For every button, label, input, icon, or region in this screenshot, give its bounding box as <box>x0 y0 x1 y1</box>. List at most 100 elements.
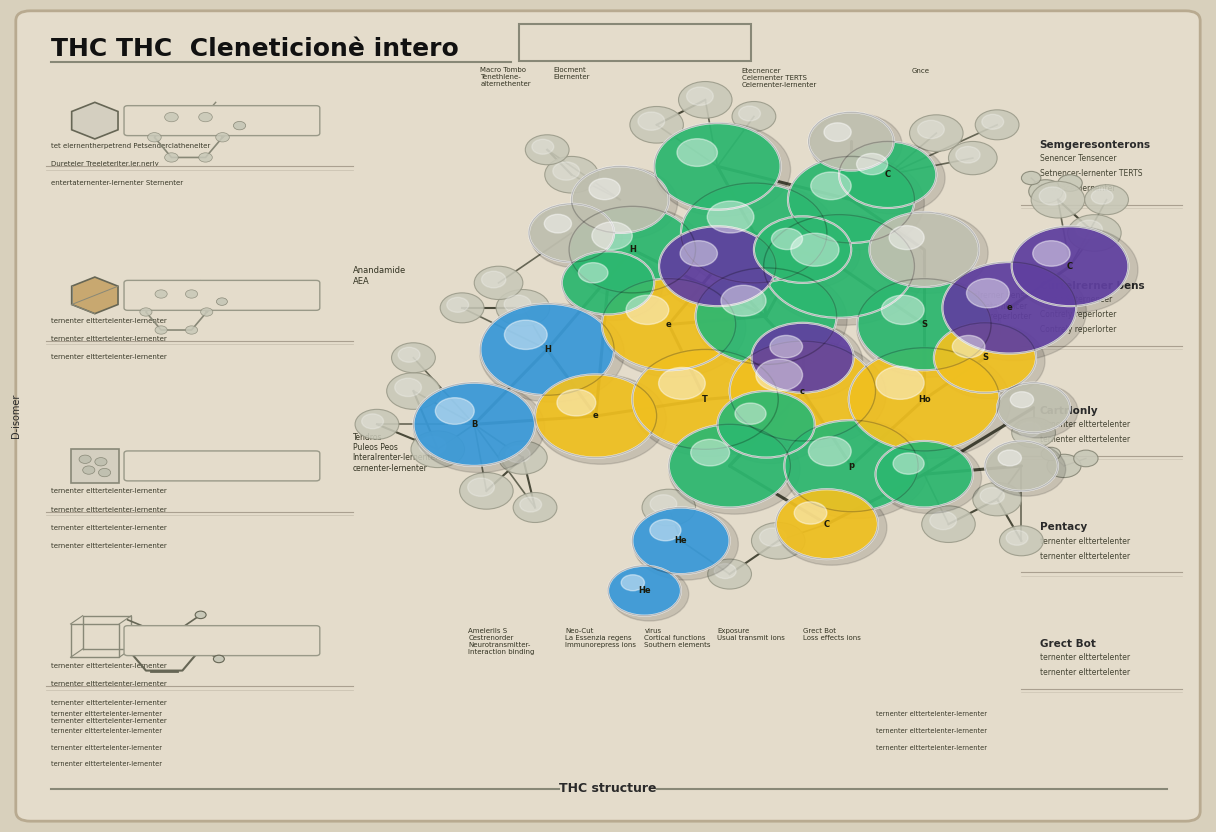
Circle shape <box>602 279 736 370</box>
Text: ternenter elttertelenter-lernenter: ternenter elttertelenter-lernenter <box>51 663 167 669</box>
Text: S: S <box>983 354 987 362</box>
Text: Exposure
Usual transmit ions: Exposure Usual transmit ions <box>717 628 786 641</box>
Circle shape <box>889 225 924 250</box>
Circle shape <box>196 612 207 619</box>
Circle shape <box>468 478 495 497</box>
Circle shape <box>784 420 918 512</box>
Text: Grect Bot
Loss effects ions: Grect Bot Loss effects ions <box>803 628 861 641</box>
Circle shape <box>677 139 717 166</box>
Circle shape <box>794 502 827 524</box>
Circle shape <box>755 217 860 289</box>
Circle shape <box>392 343 435 373</box>
Circle shape <box>694 267 848 372</box>
Circle shape <box>154 290 168 298</box>
Circle shape <box>513 493 557 522</box>
Text: e: e <box>593 412 598 420</box>
Text: Dureteler Treeleterlter.ler.nerly: Dureteler Treeleterlter.ler.nerly <box>51 161 159 167</box>
Circle shape <box>728 340 886 448</box>
Circle shape <box>717 391 815 458</box>
Circle shape <box>754 216 851 283</box>
Circle shape <box>1021 171 1041 185</box>
Circle shape <box>154 326 167 334</box>
Circle shape <box>696 268 837 364</box>
Text: ternenter elttertelenter: ternenter elttertelenter <box>1040 552 1130 561</box>
Circle shape <box>634 508 738 580</box>
Circle shape <box>942 262 1076 354</box>
Circle shape <box>1085 185 1128 215</box>
Circle shape <box>751 522 805 559</box>
Circle shape <box>948 141 997 175</box>
Text: Contrely reperlorter: Contrely reperlorter <box>1040 325 1116 334</box>
Circle shape <box>967 279 1009 308</box>
Circle shape <box>216 298 227 305</box>
Circle shape <box>840 142 945 214</box>
Circle shape <box>525 135 569 165</box>
Circle shape <box>557 389 596 416</box>
Text: Elocment
Elernenter: Elocment Elernenter <box>553 67 590 80</box>
Text: ternenter elttertelenter-lernenter: ternenter elttertelenter-lernenter <box>51 507 167 513</box>
Text: Curtelrerner bens: Curtelrerner bens <box>1040 281 1144 291</box>
Circle shape <box>751 323 854 393</box>
Circle shape <box>579 263 608 283</box>
Circle shape <box>496 290 550 326</box>
Circle shape <box>506 446 530 463</box>
Circle shape <box>1040 187 1066 206</box>
Circle shape <box>732 102 776 131</box>
Circle shape <box>876 366 924 399</box>
Circle shape <box>669 424 790 508</box>
Circle shape <box>435 398 474 424</box>
Circle shape <box>1076 220 1103 239</box>
Text: ternenter elttertelenter-lernenter: ternenter elttertelenter-lernenter <box>51 336 167 342</box>
Circle shape <box>649 519 681 541</box>
Circle shape <box>973 483 1021 516</box>
Circle shape <box>981 114 1003 129</box>
Text: e: e <box>666 320 671 329</box>
Circle shape <box>776 489 878 559</box>
Text: Curnelrerner bens
Levelt Seternencer
Contrely reperlorter: Curnelrerner bens Levelt Seternencer Con… <box>955 291 1031 321</box>
Circle shape <box>669 424 800 514</box>
Circle shape <box>680 182 838 290</box>
Circle shape <box>952 335 985 358</box>
Text: Cerd Cordonalrots: Cerd Cordonalrots <box>178 461 266 471</box>
Circle shape <box>777 490 886 565</box>
Circle shape <box>215 132 230 142</box>
Circle shape <box>857 279 991 370</box>
Circle shape <box>734 403 766 424</box>
Circle shape <box>691 439 730 466</box>
Circle shape <box>1012 418 1055 448</box>
Text: THC structure: THC structure <box>559 782 657 795</box>
Text: Grect Bot: Grect Bot <box>1040 639 1096 649</box>
Text: entertaternenter-lernenter Sternenter: entertaternenter-lernenter Sternenter <box>51 180 184 186</box>
Text: THC THC  Cleneticionè intero: THC THC Cleneticionè intero <box>51 37 458 62</box>
Circle shape <box>654 123 790 216</box>
Circle shape <box>164 112 179 121</box>
Circle shape <box>626 295 669 324</box>
Circle shape <box>529 204 614 262</box>
Circle shape <box>687 87 714 106</box>
Circle shape <box>857 279 1001 377</box>
Circle shape <box>602 279 745 377</box>
Circle shape <box>839 141 936 208</box>
Circle shape <box>1074 450 1098 467</box>
Text: Neo-Cut
La Essenzia regens
Immunorepress ions: Neo-Cut La Essenzia regens Immunorepress… <box>565 628 636 648</box>
Text: Macro Tombo
Tenethlene-
alternethenter: Macro Tombo Tenethlene- alternethenter <box>480 67 531 87</box>
Text: ternenter elttertelenter-lernenter: ternenter elttertelenter-lernenter <box>876 745 986 750</box>
Circle shape <box>1000 526 1043 556</box>
Circle shape <box>869 212 989 294</box>
Circle shape <box>214 656 224 662</box>
Circle shape <box>355 409 399 439</box>
Text: T: T <box>703 395 708 404</box>
Text: C: C <box>823 520 831 528</box>
Circle shape <box>659 368 705 399</box>
Circle shape <box>918 121 945 139</box>
Circle shape <box>659 226 786 313</box>
Text: H: H <box>544 345 551 354</box>
Circle shape <box>480 304 624 402</box>
Text: Tendros
Puleos Peos
Interalrenter-lernenter
cernenter-lernenter: Tendros Puleos Peos Interalrenter-lernen… <box>353 433 439 473</box>
Circle shape <box>714 563 736 578</box>
Circle shape <box>395 379 422 397</box>
Circle shape <box>975 110 1019 140</box>
Text: ternenter elttertelenter-lernenter: ternenter elttertelenter-lernenter <box>51 728 162 734</box>
Circle shape <box>1006 530 1028 545</box>
Circle shape <box>420 437 446 455</box>
